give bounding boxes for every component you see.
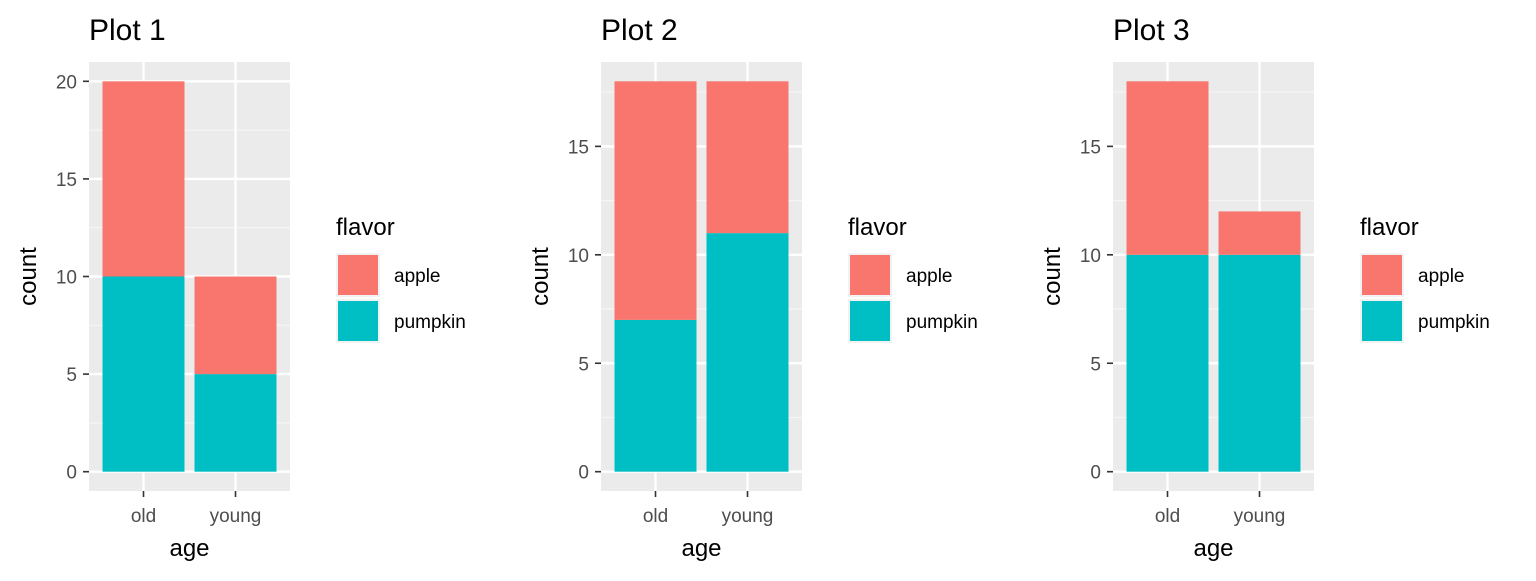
chart-2-y-axis-title: count <box>527 247 554 306</box>
chart-2-y-tick-label: 5 <box>578 354 589 375</box>
chart-1-bar-apple-young <box>194 276 277 375</box>
chart-3-y-tick-label: 0 <box>1090 463 1101 484</box>
chart-2-y-tick-label: 0 <box>578 463 589 484</box>
chart-2-bar-pumpkin-young <box>706 233 789 472</box>
chart-2-legend-swatch-pumpkin <box>850 301 890 341</box>
chart-3-x-tick-label: old <box>1155 506 1180 527</box>
chart-2-x-tick-label: old <box>643 506 668 527</box>
chart-1-legend-swatch-pumpkin <box>338 301 378 341</box>
chart-3-legend-label-apple: apple <box>1418 266 1465 287</box>
chart-2-legend-swatch-apple <box>850 255 890 295</box>
chart-1-x-tick-label: old <box>131 506 156 527</box>
chart-1-bar-pumpkin-old <box>102 276 185 472</box>
chart-1-legend-label-apple: apple <box>394 266 441 287</box>
chart-3-y-axis-title: count <box>1039 247 1066 306</box>
chart-3-legend-label-pumpkin: pumpkin <box>1418 312 1490 333</box>
chart-2-x-tick-label: young <box>722 506 774 527</box>
chart-3-bar-apple-young <box>1218 211 1301 255</box>
chart-3-bar-pumpkin-young <box>1218 254 1301 472</box>
chart-1-bar-apple-old <box>102 81 185 277</box>
chart-2-bar-apple-old <box>614 81 697 320</box>
chart-1-y-tick-label: 15 <box>56 170 77 191</box>
chart-1-legend-title: flavor <box>336 214 395 241</box>
chart-2-bar-apple-young <box>706 81 789 234</box>
chart-1-legend-swatch-apple <box>338 255 378 295</box>
chart-3-y-tick-label: 15 <box>1080 137 1101 158</box>
chart-3-bar-apple-old <box>1126 81 1209 255</box>
chart-2-legend-label-apple: apple <box>906 266 953 287</box>
chart-1-y-tick-label: 5 <box>66 365 77 386</box>
chart-2-y-tick-label: 10 <box>568 246 589 267</box>
chart-3-legend-swatch-apple <box>1362 255 1402 295</box>
chart-3-x-tick-label: young <box>1234 506 1286 527</box>
chart-3-bar-pumpkin-old <box>1126 254 1209 472</box>
chart-1-bar-pumpkin-young <box>194 374 277 472</box>
chart-3-y-tick-label: 5 <box>1090 354 1101 375</box>
chart-1-y-tick-label: 10 <box>56 268 77 289</box>
chart-2-x-axis-title: age <box>681 535 721 562</box>
chart-3-y-tick-label: 10 <box>1080 246 1101 267</box>
chart-3-legend-swatch-pumpkin <box>1362 301 1402 341</box>
chart-2-y-tick-label: 15 <box>568 137 589 158</box>
chart-1-x-tick-label: young <box>210 506 262 527</box>
chart-2-legend-title: flavor <box>848 214 907 241</box>
chart-1-legend-label-pumpkin: pumpkin <box>394 312 466 333</box>
chart-3-x-axis-title: age <box>1193 535 1233 562</box>
chart-2-bar-pumpkin-old <box>614 319 697 472</box>
chart-1-title: Plot 1 <box>89 14 166 47</box>
chart-1-y-axis-title: count <box>15 247 42 306</box>
chart-3-title: Plot 3 <box>1113 14 1190 47</box>
chart-3-legend-title: flavor <box>1360 214 1419 241</box>
chart-1-x-axis-title: age <box>169 535 209 562</box>
chart-1-y-tick-label: 20 <box>56 72 77 93</box>
chart-1-y-tick-label: 0 <box>66 463 77 484</box>
chart-2-title: Plot 2 <box>601 14 678 47</box>
chart-2-legend-label-pumpkin: pumpkin <box>906 312 978 333</box>
